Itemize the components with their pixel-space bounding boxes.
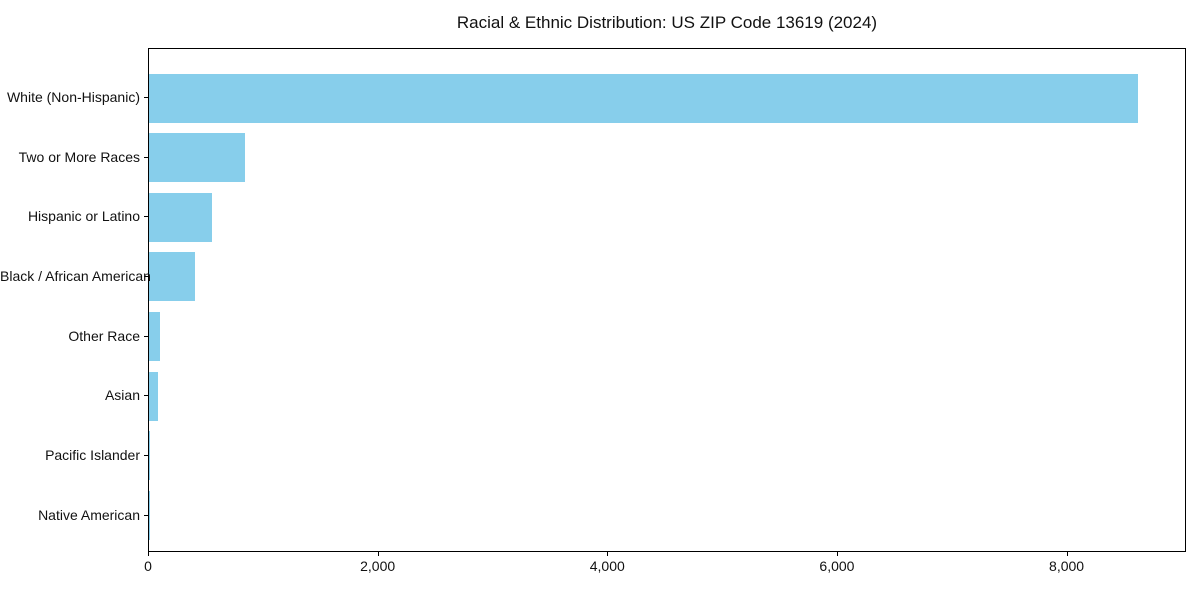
y-tick-mark: [144, 156, 148, 158]
y-tick-mark: [144, 454, 148, 456]
y-tick-label-white-non-hispanic: White (Non-Hispanic): [6, 89, 140, 105]
bar-pacific-islander: [149, 431, 150, 481]
bar-two-or-more-races: [149, 133, 246, 183]
x-tick-mark: [1066, 552, 1068, 556]
y-tick-label-hispanic-or-latino: Hispanic or Latino: [27, 208, 140, 225]
x-tick-label-6-000: 6,000: [819, 558, 855, 574]
x-tick-mark: [377, 552, 379, 556]
y-tick-label-two-or-more-races: Two or More Races: [18, 148, 140, 165]
x-tick-mark: [148, 552, 149, 556]
bar-black-african-american: [149, 252, 195, 302]
y-tick-mark: [144, 514, 148, 516]
y-tick-mark: [144, 395, 148, 397]
plot-area: [148, 48, 1186, 552]
y-tick-label-pacific-islander: Pacific Islander: [45, 446, 140, 463]
bar-other-race: [149, 312, 160, 362]
y-tick-label-other-race: Other Race: [68, 327, 140, 344]
y-tick-label-black-african-american: Black / African American: [0, 267, 151, 284]
bar-asian: [149, 371, 158, 421]
y-tick-mark: [144, 275, 148, 277]
chart-title: Racial & Ethnic Distribution: US ZIP Cod…: [456, 13, 878, 32]
x-tick-label-0: 0: [144, 558, 152, 574]
x-tick-label-8-000: 8,000: [1049, 558, 1085, 574]
y-tick-mark: [144, 335, 148, 337]
y-tick-label-asian: Asian: [104, 387, 140, 404]
x-tick-mark: [836, 552, 838, 556]
y-tick-mark: [144, 97, 148, 98]
y-tick-mark: [144, 216, 148, 218]
bar-white-non-hispanic: [149, 73, 1138, 123]
y-tick-label-native-american: Native American: [38, 506, 140, 523]
bar-hispanic-or-latino: [149, 192, 213, 242]
x-tick-mark: [607, 552, 609, 556]
x-tick-label-4-000: 4,000: [589, 558, 625, 574]
x-tick-label-2-000: 2,000: [360, 558, 396, 574]
